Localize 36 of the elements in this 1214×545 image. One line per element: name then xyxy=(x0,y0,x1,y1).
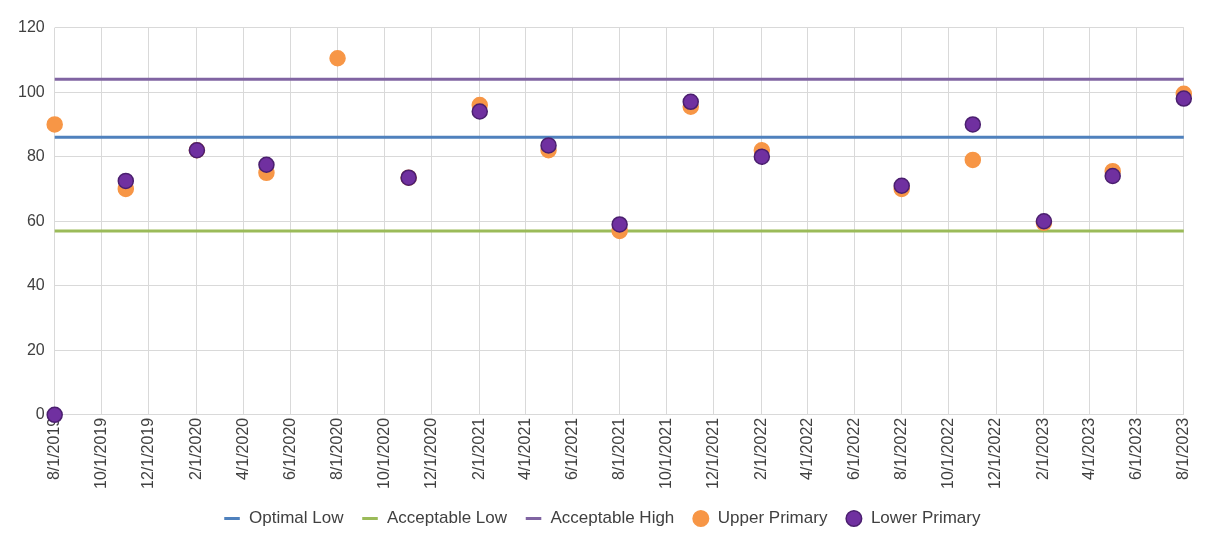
x-tick-label: 6/1/2021 xyxy=(562,417,580,481)
y-tick-label: 60 xyxy=(26,211,45,229)
x-tick-label: 12/1/2021 xyxy=(704,417,722,490)
x-tick-label: 8/1/2022 xyxy=(892,417,910,481)
y-tick-label: 0 xyxy=(35,405,45,423)
x-tick-label: 4/1/2020 xyxy=(233,417,251,481)
x-tick-label: 12/1/2022 xyxy=(986,417,1004,490)
x-tick-label: 8/1/2020 xyxy=(327,417,345,481)
y-tick-label: 100 xyxy=(17,82,45,100)
x-tick-label: 8/1/2023 xyxy=(1174,417,1192,481)
x-tick-label: 4/1/2021 xyxy=(515,417,533,481)
x-tick-label: 2/1/2022 xyxy=(752,417,770,481)
x-tick-label: 10/1/2019 xyxy=(92,417,110,490)
legend-label: Acceptable Low xyxy=(387,508,508,528)
legend-label: Optimal Low xyxy=(249,508,345,528)
x-tick-label: 8/1/2021 xyxy=(610,417,628,481)
x-tick-label: 10/1/2022 xyxy=(939,417,957,490)
x-tick-label: 4/1/2023 xyxy=(1079,417,1097,481)
y-tick-label: 80 xyxy=(26,147,45,165)
legend-label: Upper Primary xyxy=(717,508,828,528)
x-tick-label: 6/1/2020 xyxy=(280,417,298,481)
y-tick-label: 20 xyxy=(26,340,45,358)
x-tick-label: 2/1/2021 xyxy=(470,417,488,481)
y-tick-label: 120 xyxy=(17,18,45,36)
x-tick-label: 12/1/2020 xyxy=(422,417,440,490)
y-tick-label: 40 xyxy=(26,276,45,294)
x-tick-label: 10/1/2021 xyxy=(657,417,675,490)
x-tick-label: 6/1/2022 xyxy=(844,417,862,481)
x-tick-label: 10/1/2020 xyxy=(375,417,393,490)
legend-label: Acceptable High xyxy=(550,508,675,528)
x-tick-label: 12/1/2019 xyxy=(139,417,157,490)
legend-label: Lower Primary xyxy=(870,508,981,528)
x-tick-label: 2/1/2023 xyxy=(1034,417,1052,481)
x-tick-label: 4/1/2022 xyxy=(797,417,815,481)
x-tick-label: 2/1/2020 xyxy=(187,417,205,481)
x-tick-label: 6/1/2023 xyxy=(1127,417,1145,481)
